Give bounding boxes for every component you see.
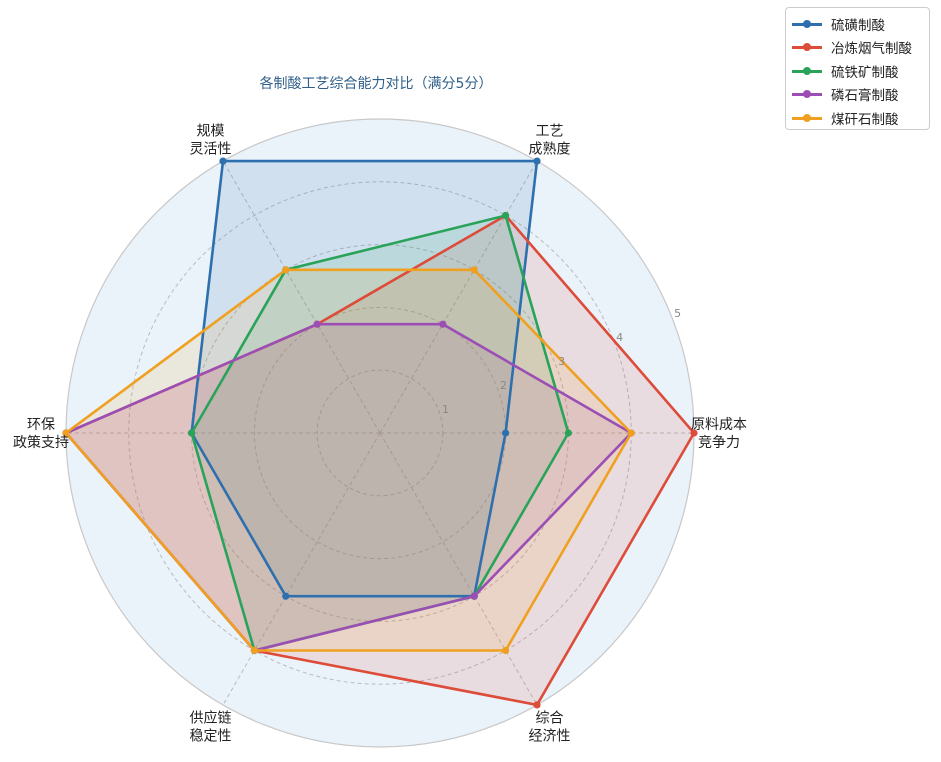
series-point-3-4	[188, 429, 196, 437]
series-point-5-2	[470, 266, 478, 274]
axis-label-2: 工艺成熟度	[529, 123, 571, 157]
series-point-3-1	[564, 429, 573, 437]
series-area-5	[66, 269, 632, 651]
axis-label-line: 规模	[197, 123, 225, 139]
legend-item-1: 硫磺制酸	[792, 12, 929, 36]
series-point-4-6	[470, 592, 478, 600]
chart-title: 各制酸工艺综合能力对比（满分5分）	[260, 76, 493, 92]
legend-swatch	[792, 111, 822, 125]
series-point-1-1	[502, 429, 510, 437]
legend-item-4: 磷石膏制酸	[792, 83, 929, 107]
series-point-5-6	[502, 646, 510, 655]
legend-label: 冶炼烟气制酸	[831, 41, 912, 58]
series-point-4-3	[313, 320, 321, 328]
legend-label: 硫磺制酸	[831, 17, 885, 34]
axis-label-line: 成熟度	[529, 141, 571, 157]
legend-item-3: 硫铁矿制酸	[792, 59, 929, 83]
series-point-1-3	[219, 157, 227, 165]
legend-swatch	[792, 64, 822, 78]
axis-label-line: 稳定性	[190, 729, 232, 745]
legend-item-2: 冶炼烟气制酸	[792, 36, 929, 60]
axis-label-line: 环保	[27, 417, 55, 433]
legend-label: 磷石膏制酸	[831, 88, 899, 105]
axis-label-1: 原料成本竞争力	[691, 417, 747, 451]
axis-label-line: 灵活性	[190, 141, 232, 157]
grid-ring-1	[316, 369, 444, 497]
series-point-2-1	[690, 429, 698, 437]
legend-swatch-dot	[803, 90, 811, 99]
chart-legend: 硫磺制酸冶炼烟气制酸 硫铁矿制酸磷石膏制酸煤矸石制酸	[785, 7, 930, 130]
axis-label-4: 环保政策支持	[13, 417, 69, 451]
series-point-5-1	[627, 429, 635, 437]
legend-swatch-dot	[803, 43, 811, 52]
legend-swatch	[792, 87, 822, 101]
radial-tick-2: 2	[500, 379, 507, 392]
legend-swatch	[792, 40, 822, 54]
axis-label-line: 经济性	[529, 729, 571, 745]
legend-label: 硫铁矿制酸	[831, 64, 899, 81]
legend-label: 煤矸石制酸	[831, 111, 899, 128]
radial-tick-3: 3	[558, 355, 565, 368]
legend-swatch-dot	[803, 113, 811, 122]
axis-label-line: 工艺	[536, 123, 564, 139]
radial-tick-5: 5	[674, 307, 681, 320]
grid-spoke-2	[379, 160, 538, 434]
series-point-2-6	[533, 701, 541, 709]
series-area-2	[66, 215, 694, 705]
legend-swatch-dot	[803, 19, 811, 28]
series-point-1-5	[282, 592, 290, 600]
axis-label-5: 供应链稳定性	[190, 710, 232, 745]
legend-swatch	[792, 17, 822, 31]
series-point-5-4	[62, 429, 70, 437]
axis-label-line: 综合	[536, 711, 564, 727]
series-point-5-5	[250, 646, 258, 655]
axis-label-line: 供应链	[190, 710, 232, 727]
series-point-5-3	[282, 266, 290, 274]
series-point-4-2	[439, 320, 447, 328]
grid-spoke-3	[222, 160, 381, 434]
grid-spoke-5	[222, 432, 381, 706]
radial-tick-4: 4	[616, 331, 623, 344]
legend-swatch-dot	[803, 66, 811, 75]
axis-label-line: 原料成本	[691, 417, 747, 433]
grid-spoke-6	[379, 432, 538, 706]
series-area-3	[191, 215, 569, 651]
series-point-1-2	[533, 157, 541, 165]
axis-label-3: 规模灵活性	[190, 123, 232, 157]
radial-tick-1: 1	[442, 403, 449, 416]
axis-label-line: 政策支持	[13, 434, 69, 451]
series-point-3-2	[502, 211, 510, 220]
axis-label-6: 综合经济性	[529, 711, 571, 745]
axis-label-line: 竞争力	[698, 434, 740, 451]
legend-item-5: 煤矸石制酸	[792, 106, 929, 130]
